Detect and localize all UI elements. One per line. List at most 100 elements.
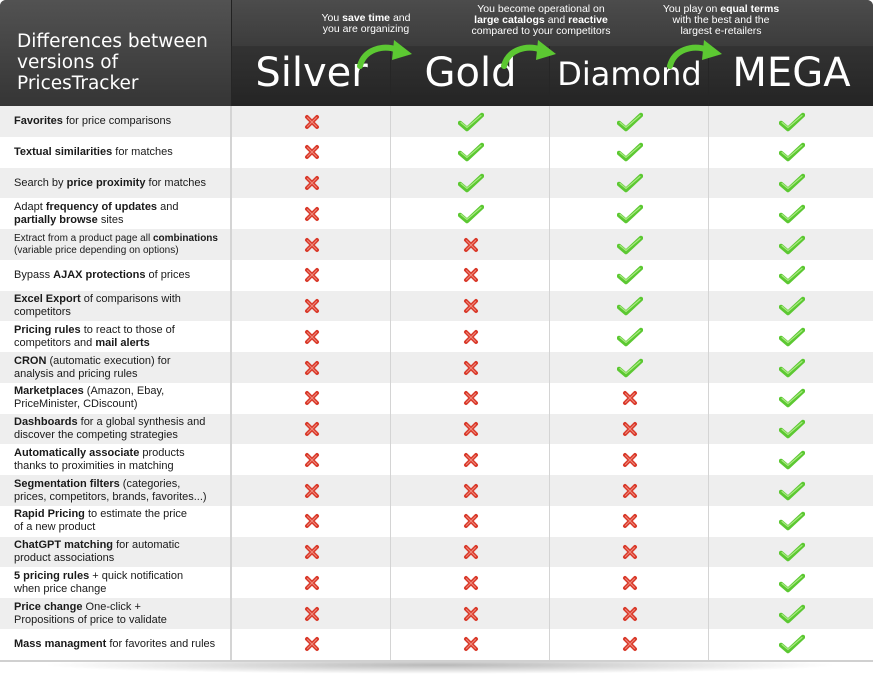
cell-gold: [390, 106, 550, 137]
cell-mega: [708, 167, 873, 199]
cell-diamond: [549, 106, 709, 137]
feature-label: Textual similarities for matches: [0, 136, 231, 168]
cell-gold: [390, 321, 550, 353]
cell-gold: [390, 567, 550, 599]
cell-gold: [390, 352, 550, 383]
table-row: Pricing rules to react to those of compet…: [0, 321, 873, 354]
tier-gold: Gold: [390, 46, 550, 106]
cell-diamond: [549, 198, 709, 230]
cell-mega: [708, 475, 873, 506]
title-line-2: versions of PricesTracker: [17, 52, 139, 94]
cross-icon: [463, 575, 478, 590]
cell-gold: [390, 536, 550, 568]
cell-mega: [708, 321, 873, 353]
table-row: Segmentation filters (categories, prices,…: [0, 475, 873, 507]
table-row: Dashboards for a global synthesis and dis…: [0, 413, 873, 446]
cell-gold: [390, 382, 550, 414]
table-row: Extract from a product page all combinat…: [0, 229, 873, 261]
check-icon: [778, 573, 805, 592]
cross-icon: [304, 114, 319, 129]
cell-gold: [390, 198, 550, 230]
table-row: Automatically associate products thanks t…: [0, 444, 873, 477]
cross-icon: [463, 360, 478, 375]
tier-name-silver: Silver: [255, 50, 368, 96]
cell-silver: [231, 198, 391, 230]
cross-icon: [622, 483, 637, 498]
check-icon: [778, 296, 805, 316]
cell-gold: [390, 444, 550, 476]
feature-label: Price change One-click + Propositions of …: [0, 598, 231, 629]
cell-mega: [708, 413, 873, 445]
benefit-gold: You save time and you are organizing: [321, 12, 411, 35]
feature-label: Marketplaces (Amazon, Ebay, PriceMinister…: [0, 382, 231, 414]
cross-icon: [622, 452, 637, 467]
cross-icon: [304, 422, 319, 436]
cross-icon: [304, 145, 319, 160]
table-row: Excel Export of comparisons with competit…: [0, 290, 873, 323]
cell-gold: [390, 413, 550, 445]
page-title: Differences between versions of PricesTr…: [17, 31, 227, 94]
check-icon: [778, 266, 805, 285]
cell-mega: [708, 229, 873, 260]
tier-silver: Silver: [231, 46, 391, 106]
feature-label: Bypass AJAX protections of prices: [0, 259, 231, 291]
check-icon: [778, 173, 805, 193]
cell-gold: [390, 505, 550, 537]
cross-icon: [622, 422, 637, 436]
cell-diamond: [549, 136, 709, 168]
check-icon: [778, 235, 805, 254]
cross-icon: [463, 545, 478, 559]
feature-label: Search by price proximity for matches: [0, 167, 231, 199]
cell-silver: [231, 167, 391, 199]
table-row: Textual similarities for matches: [0, 136, 873, 169]
cross-icon: [304, 268, 319, 283]
cell-mega: [708, 628, 873, 660]
cell-mega: [708, 444, 873, 476]
cross-icon: [463, 268, 478, 283]
cross-icon: [304, 391, 319, 406]
feature-label: ChatGPT matching for automatic product as…: [0, 536, 231, 568]
feature-label: Excel Export of comparisons with competit…: [0, 290, 231, 322]
cross-icon: [304, 206, 319, 221]
comparison-table: Differences between versions of PricesTr…: [0, 0, 873, 662]
table-row: Marketplaces (Amazon, Ebay, PriceMinister…: [0, 382, 873, 415]
check-icon: [616, 235, 643, 254]
cell-silver: [231, 598, 391, 629]
feature-label: Dashboards for a global synthesis and dis…: [0, 413, 231, 445]
cell-mega: [708, 136, 873, 168]
cell-mega: [708, 352, 873, 383]
cell-gold: [390, 475, 550, 506]
arrow-mega-icon: [667, 40, 722, 69]
check-icon: [457, 204, 484, 223]
cell-silver: [231, 259, 391, 291]
check-icon: [778, 542, 805, 562]
cell-silver: [231, 136, 391, 168]
benefits-strip: [232, 0, 873, 46]
feature-label: 5 pricing rules + quick notification when…: [0, 567, 231, 599]
cross-icon: [304, 237, 319, 252]
table-row: Rapid Pricing to estimate the price of a …: [0, 505, 873, 538]
cell-diamond: [549, 567, 709, 599]
cross-icon: [463, 329, 478, 344]
cell-diamond: [549, 444, 709, 476]
cell-mega: [708, 505, 873, 537]
cell-gold: [390, 628, 550, 660]
check-icon: [778, 604, 805, 623]
cross-icon: [304, 360, 319, 375]
cross-icon: [463, 483, 478, 498]
cell-diamond: [549, 628, 709, 660]
check-icon: [778, 143, 805, 162]
table-bottom-edge: [0, 660, 873, 662]
cross-icon: [622, 637, 637, 652]
cell-mega: [708, 259, 873, 291]
cell-gold: [390, 259, 550, 291]
cell-silver: [231, 505, 391, 537]
tier-name-gold: Gold: [424, 50, 517, 96]
check-icon: [616, 358, 643, 377]
cell-diamond: [549, 290, 709, 322]
cross-icon: [304, 176, 319, 190]
cross-icon: [622, 575, 637, 590]
cross-icon: [463, 637, 478, 652]
check-icon: [778, 419, 805, 439]
cross-icon: [304, 452, 319, 467]
